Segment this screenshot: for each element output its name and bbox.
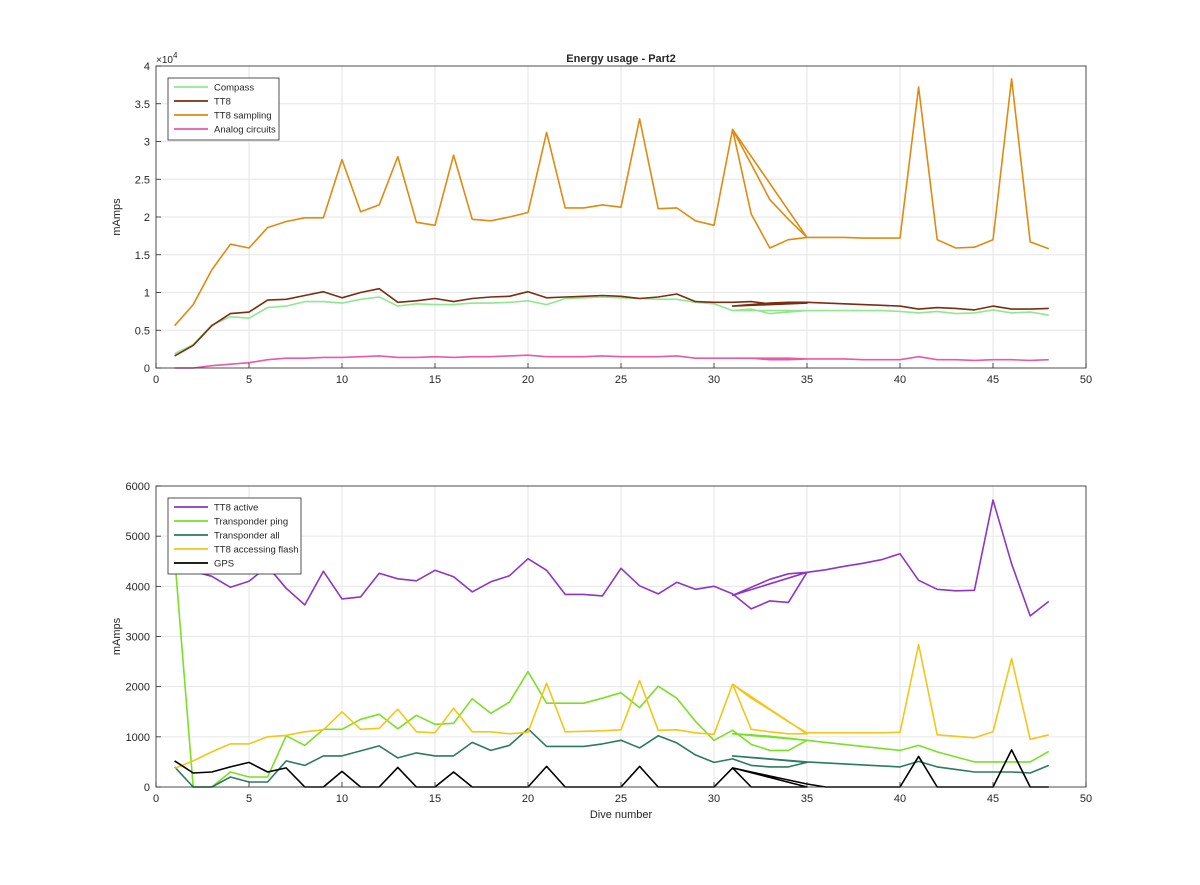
- top-tick-labels: 0 5 10 15 20 25 30 35 40 45 50 0 0.5 1 1.5 2 2.5 3 3.5 4: [135, 61, 1092, 386]
- series-line-analog-circuits: [174, 354, 1049, 369]
- x-tick-label: 15: [429, 374, 441, 386]
- y-tick-label: 2.5: [135, 174, 150, 186]
- series-line-tt8-accessing-flash: [174, 643, 1049, 770]
- x-tick-label: 20: [522, 374, 534, 386]
- x-tick-label: 5: [246, 374, 252, 386]
- x-tick-label: 35: [801, 374, 813, 386]
- y-tick-label: 1.5: [135, 250, 150, 262]
- x-tick-label: 25: [615, 374, 627, 386]
- bottom-tick-labels: 0 5 10 15 20 25 30 35 40 45 50 0 1000 2000 3000 4000 500…: [126, 481, 1093, 805]
- x-tick-label: 50: [1080, 374, 1092, 386]
- series-line-transponder-ping: [173, 556, 1050, 788]
- x-tick-label: 10: [336, 374, 348, 386]
- top-series-lines: [173, 78, 1050, 369]
- energy-usage-bottom-chart: 0 5 10 15 20 25 30 35 40 45 50 0 1000 2000 3000 4000 500…: [111, 481, 1092, 821]
- legend-label: Compass: [214, 83, 254, 94]
- legend-label: Transponder all: [214, 531, 280, 542]
- legend-label: TT8 accessing flash: [214, 545, 298, 556]
- y-tick-label: 4000: [126, 581, 150, 593]
- y-tick-label: 2000: [126, 682, 150, 694]
- series-line-tt8-active: [174, 499, 1050, 617]
- x-tick-label: 0: [153, 374, 159, 386]
- y-tick-label: 1000: [126, 732, 150, 744]
- y-tick-label: 3: [144, 137, 150, 149]
- x-tick-label: 10: [336, 793, 348, 805]
- y-tick-label: 3000: [126, 632, 150, 644]
- energy-usage-top-chart: 0 5 10 15 20 25 30 35 40 45 50 0 0.5 1 1.5 2 2.5 3 3.5 4 En…: [111, 51, 1092, 386]
- x-tick-label: 15: [429, 793, 441, 805]
- x-axis-label: Dive number: [590, 809, 653, 821]
- legend-label: Analog circuits: [214, 125, 276, 136]
- x-tick-label: 40: [894, 374, 906, 386]
- top-y-axis-label: mAmps: [111, 198, 123, 236]
- chart-title: Energy usage - Part2: [566, 53, 675, 65]
- x-tick-label: 30: [708, 793, 720, 805]
- y-tick-label: 4: [144, 61, 150, 73]
- bottom-y-axis-label: mAmps: [111, 617, 123, 655]
- series-line-transponder-all: [174, 727, 1050, 788]
- series-line-tt8: [174, 287, 1049, 357]
- y-tick-label: 0.5: [135, 325, 150, 337]
- y-tick-label: 2: [144, 212, 150, 224]
- x-tick-label: 40: [894, 793, 906, 805]
- x-tick-label: 35: [801, 793, 813, 805]
- y-exponent-base: ×10: [156, 55, 173, 66]
- x-tick-label: 0: [153, 793, 159, 805]
- x-tick-label: 45: [987, 793, 999, 805]
- top-legend: Compass TT8 TT8 sampling Analog circuits: [167, 77, 280, 141]
- x-tick-label: 50: [1080, 793, 1092, 805]
- bottom-legend: TT8 active Transponder ping Transponder al…: [167, 497, 302, 575]
- top-y-exponent: ×10 4: [156, 51, 178, 66]
- y-tick-label: 1: [144, 288, 150, 300]
- y-tick-label: 5000: [126, 531, 150, 543]
- legend-label: TT8: [214, 97, 231, 108]
- y-tick-label: 3.5: [135, 99, 150, 111]
- y-tick-label: 6000: [126, 481, 150, 493]
- legend-label: GPS: [214, 559, 234, 570]
- legend-label: TT8 sampling: [214, 111, 272, 122]
- legend-box: [167, 497, 302, 575]
- y-tick-label: 0: [144, 363, 150, 375]
- legend-label: Transponder ping: [214, 517, 288, 528]
- y-tick-label: 0: [144, 782, 150, 794]
- x-tick-label: 25: [615, 793, 627, 805]
- series-line-compass: [174, 296, 1049, 355]
- x-tick-label: 45: [987, 374, 999, 386]
- legend-label: TT8 active: [214, 503, 258, 514]
- x-tick-label: 5: [246, 793, 252, 805]
- y-exponent-power: 4: [173, 51, 178, 60]
- x-tick-label: 20: [522, 793, 534, 805]
- x-tick-label: 30: [708, 374, 720, 386]
- series-line-tt8-sampling: [173, 78, 1050, 327]
